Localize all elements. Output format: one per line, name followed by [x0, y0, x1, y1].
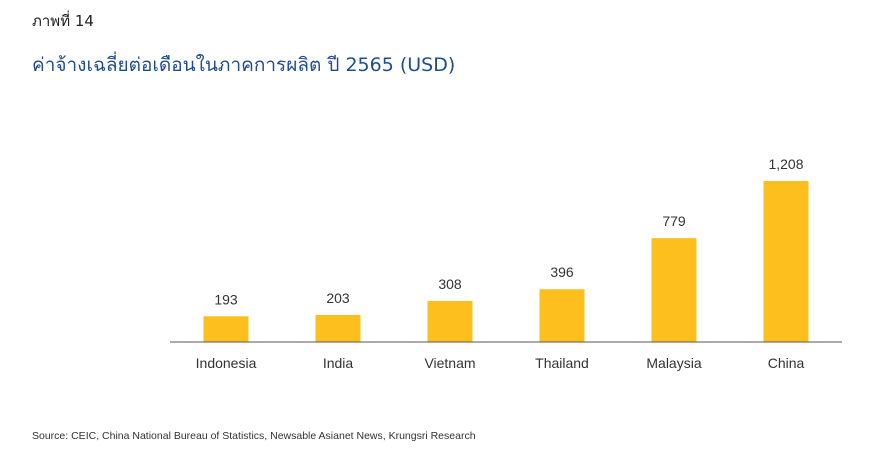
- category-label-vietnam: Vietnam: [424, 355, 475, 371]
- source-note: Source: CEIC, China National Bureau of S…: [32, 430, 476, 442]
- value-label-thailand: 396: [550, 264, 574, 280]
- category-label-indonesia: Indonesia: [196, 355, 257, 371]
- bar-vietnam: [427, 300, 473, 342]
- labels-layer: 193 Indonesia 203 India 308 Vietnam 396 Thailan…: [196, 156, 805, 371]
- bar-indonesia: [203, 316, 249, 342]
- value-label-india: 203: [326, 290, 350, 306]
- figure-label: ภาพที่ 14: [32, 12, 94, 30]
- bar-malaysia: [651, 238, 697, 342]
- bar-china: [763, 181, 809, 342]
- value-label-china: 1,208: [768, 156, 803, 172]
- category-label-malaysia: Malaysia: [646, 355, 701, 371]
- bars-layer: [203, 181, 809, 342]
- value-label-malaysia: 779: [662, 213, 686, 229]
- category-label-china: China: [768, 355, 805, 371]
- bar-india: [315, 314, 361, 342]
- value-label-indonesia: 193: [214, 291, 238, 307]
- value-label-vietnam: 308: [438, 276, 462, 292]
- category-label-thailand: Thailand: [535, 355, 589, 371]
- bar-thailand: [539, 289, 585, 342]
- category-label-india: India: [323, 355, 354, 371]
- chart-title: ค่าจ้างเฉลี่ยต่อเดือนในภาคการผลิต ปี 256…: [32, 54, 456, 76]
